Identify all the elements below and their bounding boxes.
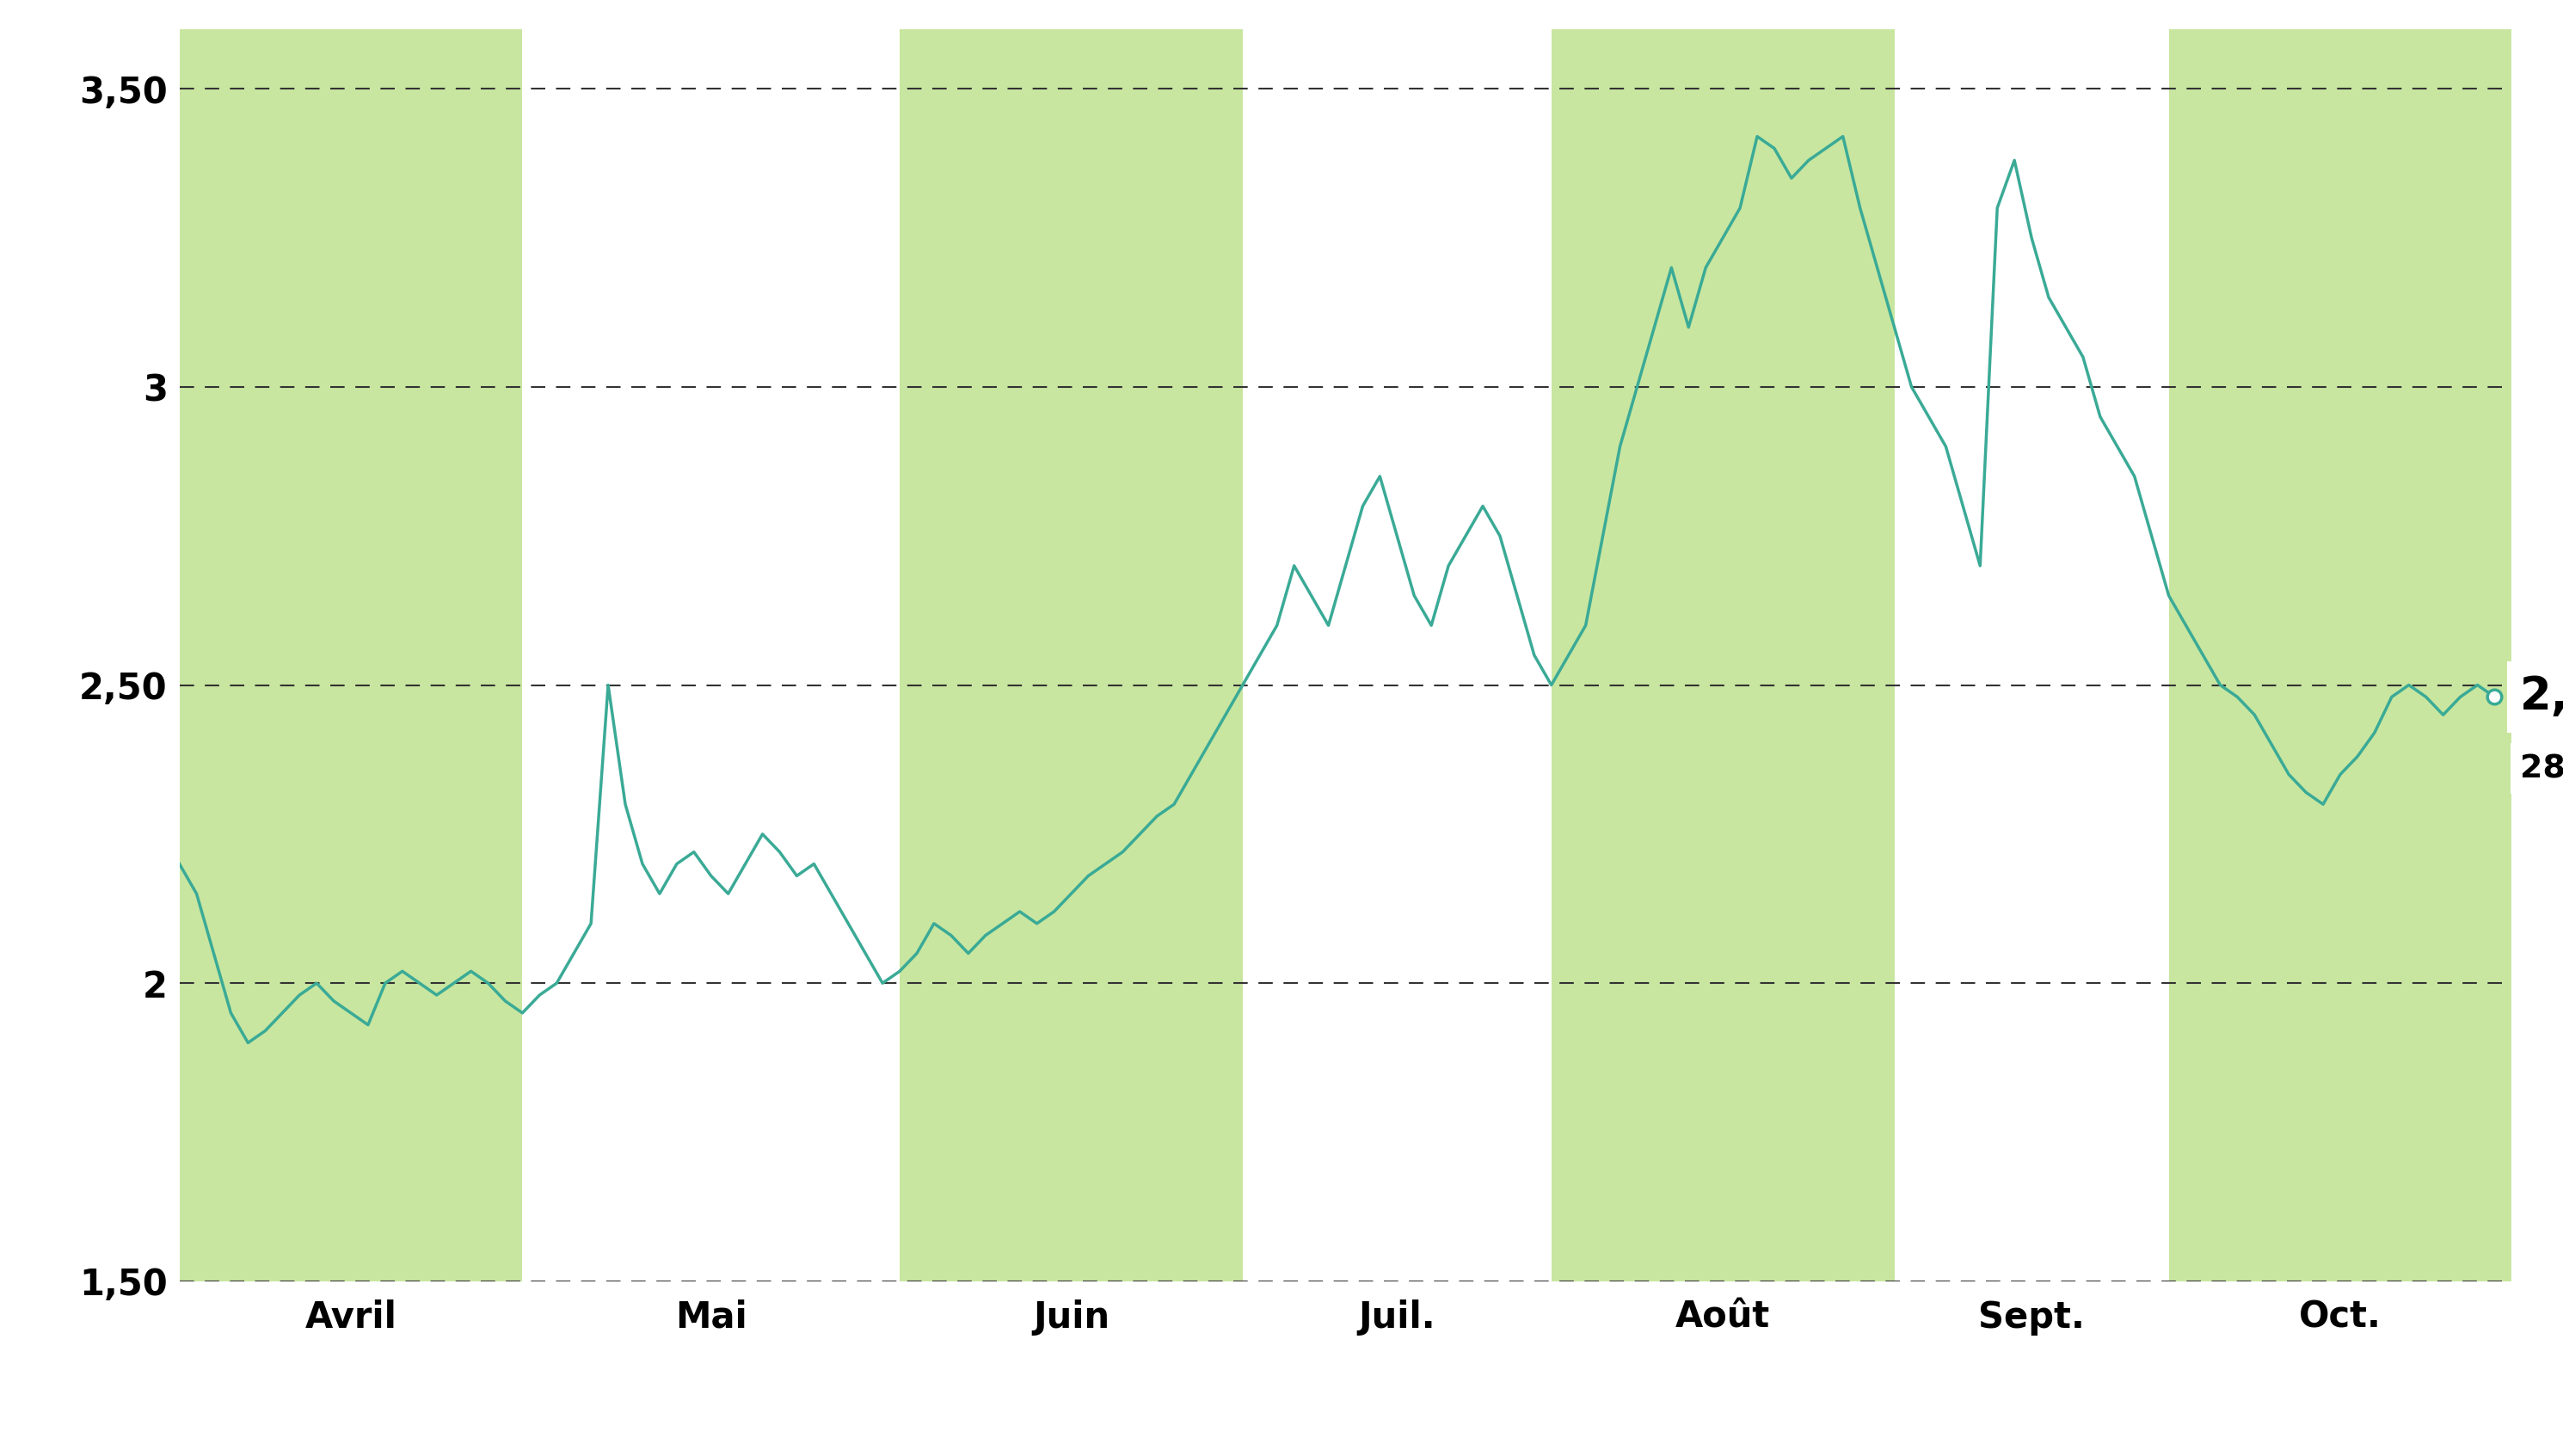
- Bar: [179, 29, 523, 1281]
- Text: 2,48: 2,48: [2519, 674, 2563, 719]
- Bar: [900, 29, 1243, 1281]
- Bar: [1551, 29, 1894, 1281]
- Text: 28/10: 28/10: [2519, 753, 2563, 783]
- Bar: [2168, 29, 2512, 1281]
- Text: Monogram Orthopaedics, Inc.: Monogram Orthopaedics, Inc.: [764, 42, 1799, 103]
